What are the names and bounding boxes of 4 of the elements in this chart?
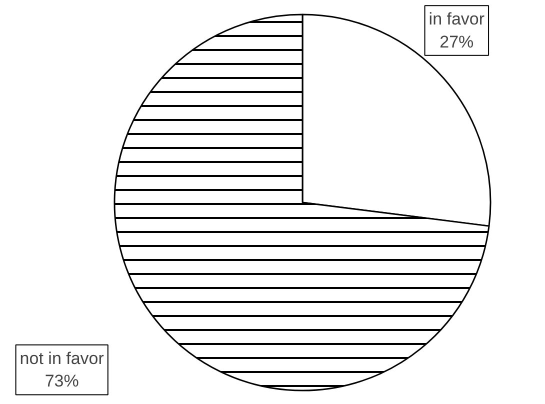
data-label: 27% bbox=[440, 32, 474, 52]
slice-label: in favor bbox=[428, 10, 485, 29]
data-label: 73% bbox=[44, 372, 79, 391]
slice-label: not in favor bbox=[20, 348, 104, 368]
